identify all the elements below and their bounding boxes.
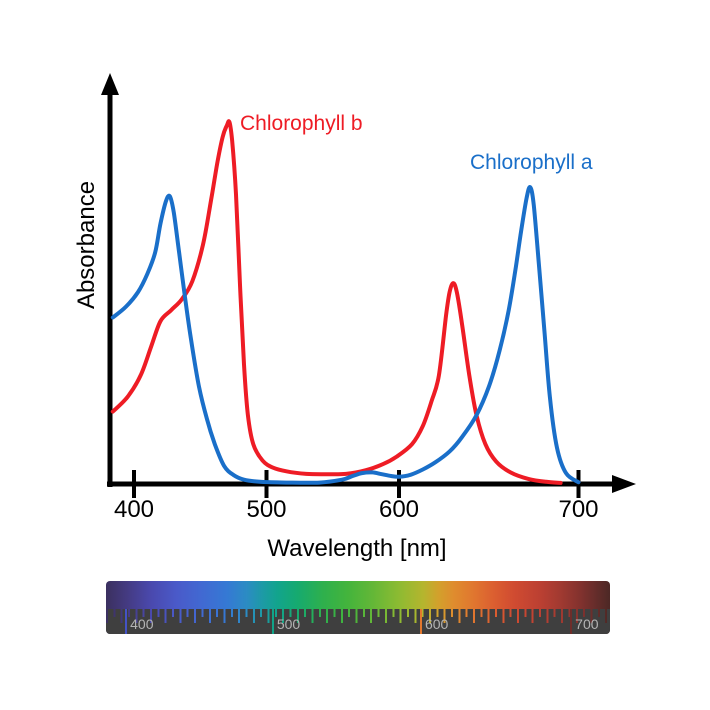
- x-tick-label: 600: [378, 496, 420, 523]
- spectrum-tick-label: 400: [130, 616, 154, 632]
- spectrum-ruler-label-zone: [106, 623, 610, 634]
- chlorophyll-a-curve: [110, 185, 581, 485]
- spectrum-major-tick: [271, 609, 274, 634]
- spectrum-major-tick: [570, 609, 573, 634]
- chlorophyll-b-label: Chlorophyll b: [240, 112, 363, 135]
- spectrum-tick-label: 700: [575, 616, 599, 632]
- x-axis-arrowhead-icon: [612, 475, 636, 493]
- spectrum-tick-label: 600: [424, 616, 449, 632]
- spectrum-tick-label: 500: [276, 616, 301, 632]
- x-tick-label: 700: [558, 496, 599, 523]
- x-tick-label: 400: [113, 496, 155, 523]
- spectrum-major-tick: [125, 609, 128, 634]
- x-tick-label: 500: [246, 496, 287, 523]
- chlorophyll-b-curve: [110, 119, 563, 485]
- spectrum-ruler-minor-ticks: [106, 609, 610, 617]
- spectrum-ruler-medium-ticks: [106, 617, 610, 623]
- spectrum-major-tick: [419, 609, 422, 634]
- y-axis-title: Absorbance: [73, 180, 100, 310]
- y-axis-arrowhead-icon: [101, 73, 119, 95]
- chlorophyll-a-label: Chlorophyll a: [470, 151, 593, 174]
- x-axis-title: Wavelength [nm]: [267, 535, 447, 562]
- visible-spectrum-bar: 400 500 600 700: [106, 581, 610, 634]
